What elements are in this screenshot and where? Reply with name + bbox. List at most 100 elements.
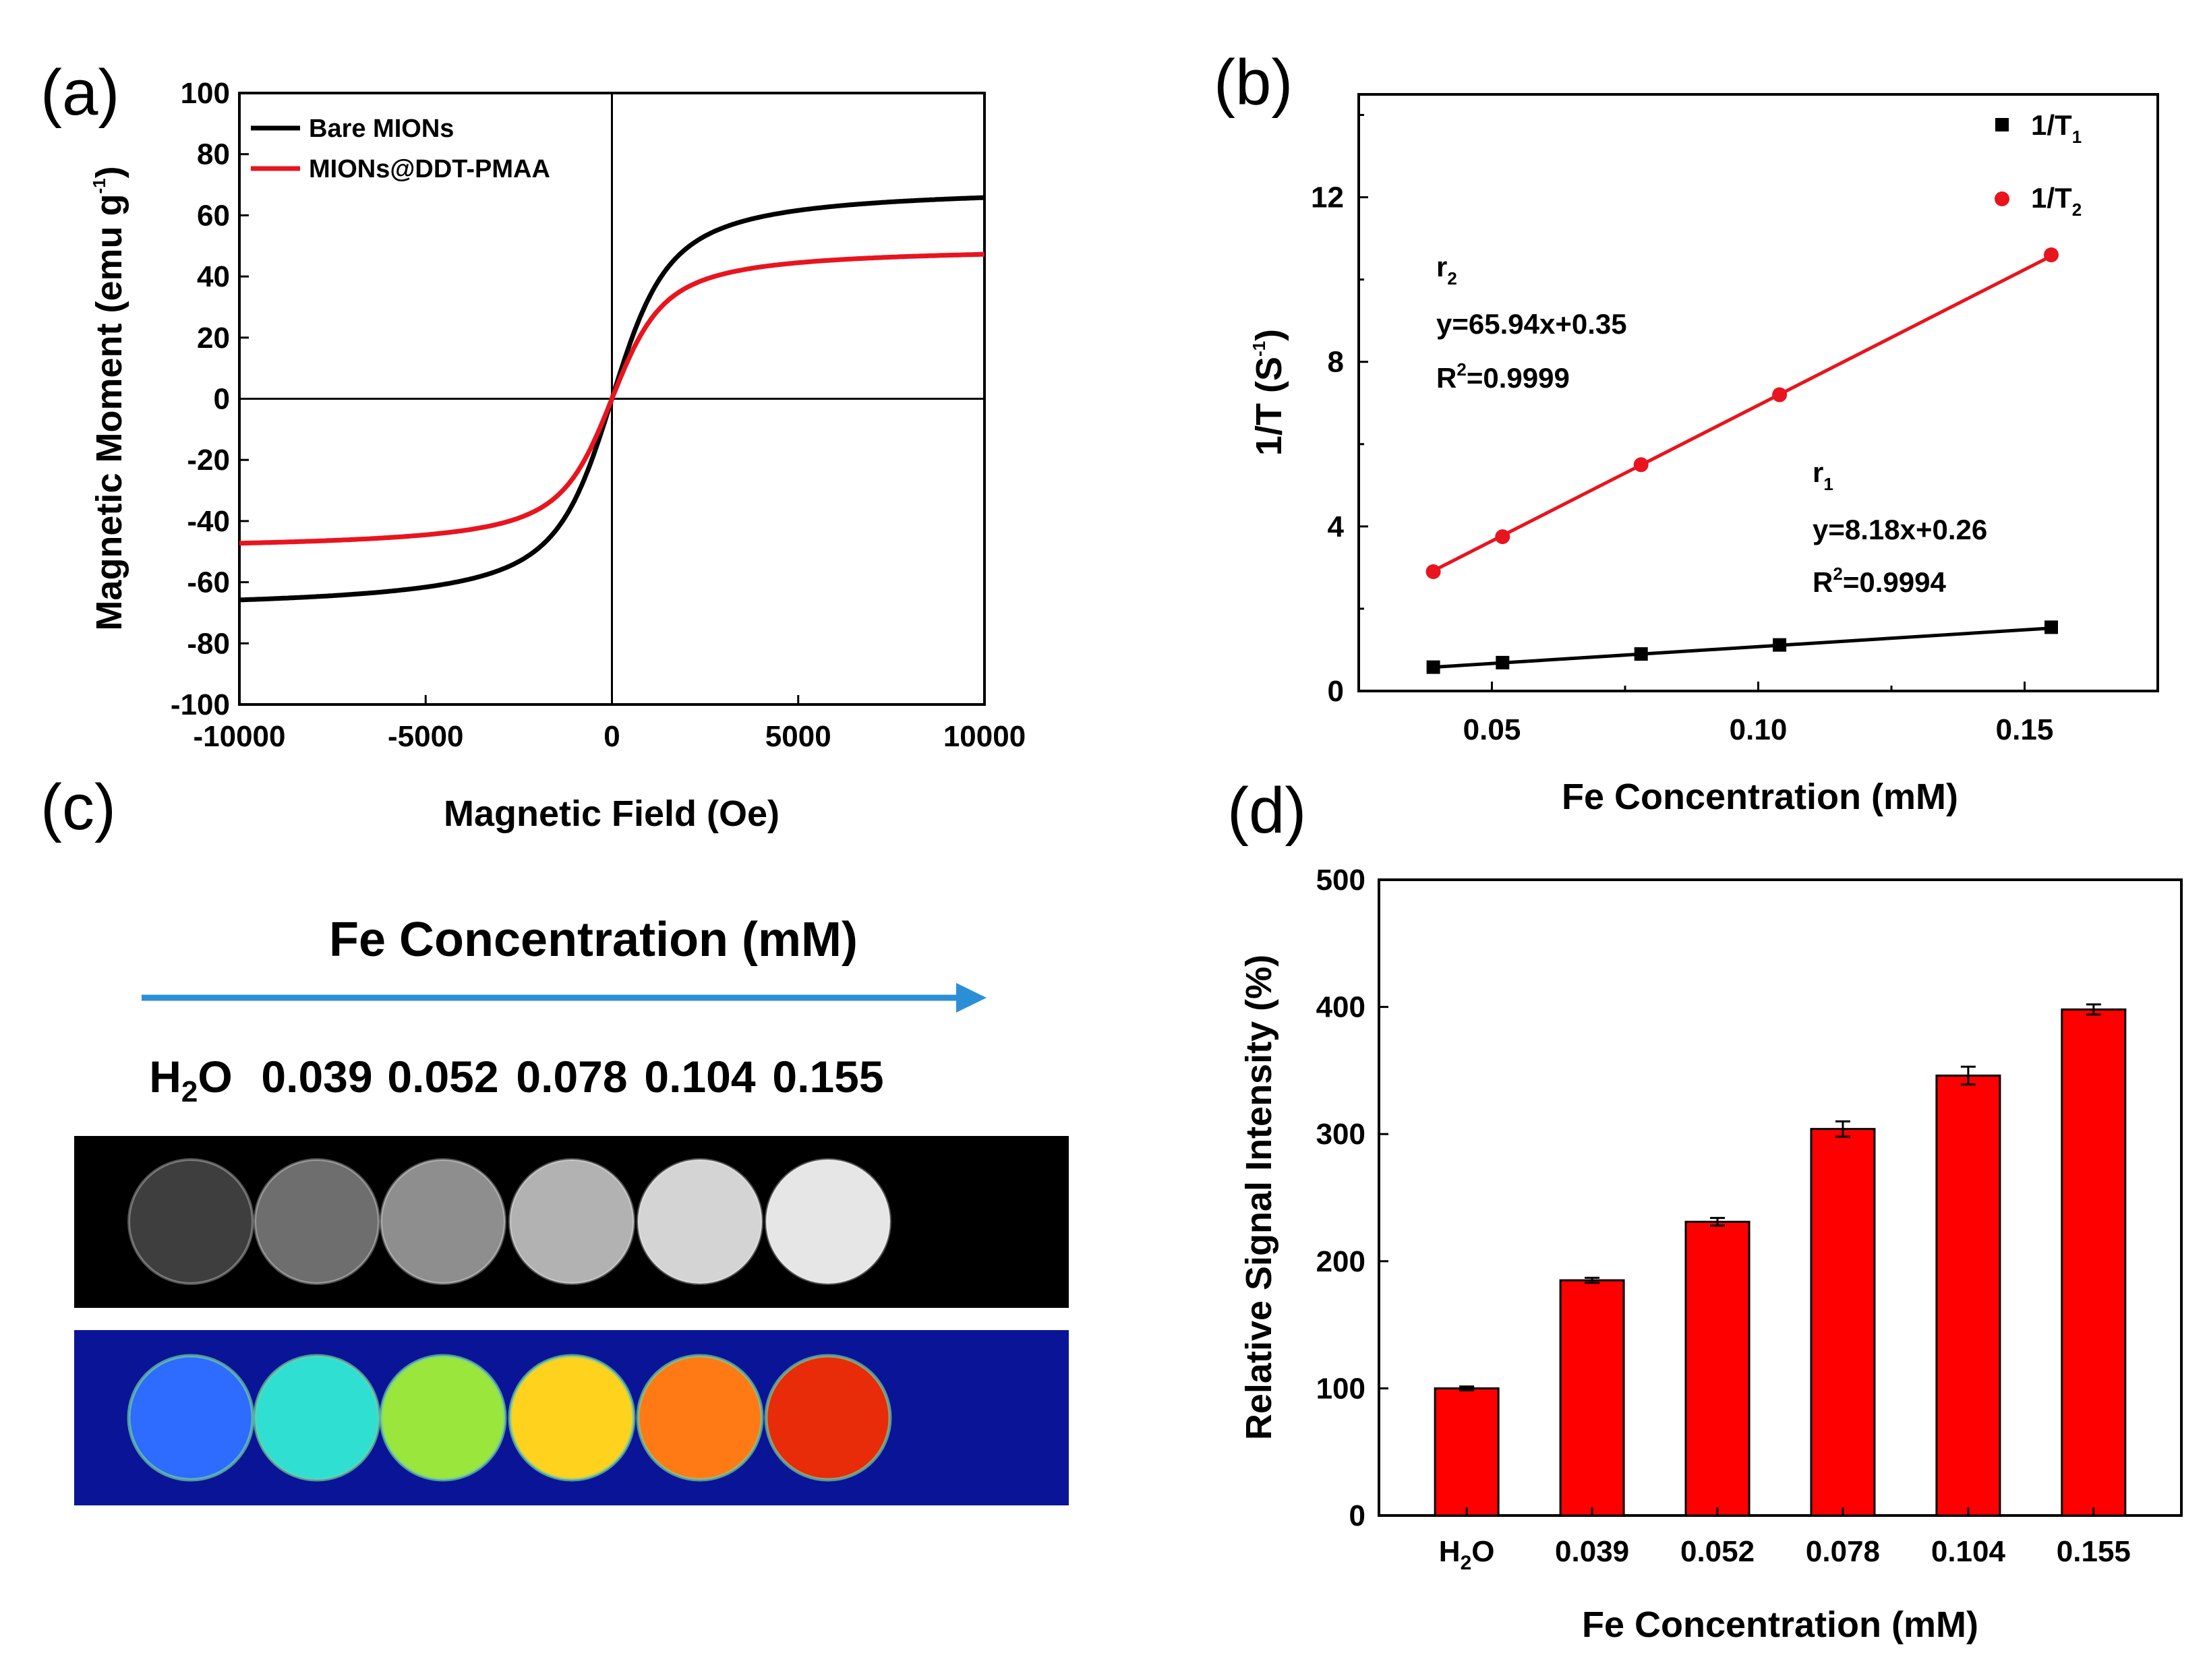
y-tick-label: 12 [1311,181,1344,214]
data-point-t1 [2044,620,2058,634]
x-tick-label-4: 0.078 [1806,1535,1880,1568]
legend-label-t2: 1/T2 [2031,182,2082,220]
chart-d-ylabel: Relative Signal Intensity (%) [1239,955,1279,1440]
legend-label-bare: Bare MIONs [309,115,454,143]
legend-label-coated: MIONs@DDT-PMAA [309,155,550,183]
bar-3 [1684,1220,1750,1517]
y-tick-label: 100 [181,77,230,110]
chart-d-frame [1378,878,2183,1517]
y-tick-label: -80 [187,627,230,660]
data-point-t2 [2044,247,2059,263]
chart-a-xlabel: Magnetic Field (Oe) [444,793,779,834]
data-point-t2 [1633,457,1649,473]
phantom-color-3 [379,1354,507,1482]
bar-4 [1810,1128,1876,1517]
y-tick-label: 0 [214,383,230,416]
x-tick-label-6: 0.155 [2057,1535,2131,1568]
bar-5 [1935,1074,2001,1517]
data-point-t2 [1495,529,1510,545]
panel-c-title: Fe Concentration (mM) [329,913,858,967]
chart-d-xlabel: Fe Concentration (mM) [1582,1604,1978,1645]
y-tick-label: 0 [1328,675,1344,708]
y-tick-label: 8 [1328,346,1344,379]
y-tick-label: -60 [187,566,230,599]
chart-a-ylabel: Magnetic Moment (emu g-1) [89,166,129,630]
legend-marker-t1 [1995,118,2009,131]
legend-label-t1: 1/T1 [2031,109,2082,147]
chart-b-annotation-r1: r1 y=8.18x+0.26 R2=0.9994 [1813,456,1987,598]
concentration-arrow-head [956,983,987,1013]
concentration-label: 0.155 [772,1052,883,1102]
data-point-t1 [1426,660,1440,674]
chart-b: 0 4 8 12 0.05 0.10 0.15 1/T1 1/T2 r2 y=65.94x+… [1249,93,2159,817]
concentration-label: 0.039 [261,1052,372,1102]
data-point-t1 [1634,647,1648,661]
y-tick-label: 400 [1316,991,1365,1024]
y-tick-label: 300 [1316,1118,1365,1151]
chart-b-ylabel: 1/T (S-1) [1249,329,1289,456]
panel-label-a: (a) [40,57,119,129]
bar-1 [1434,1387,1500,1517]
data-point-t1 [1496,655,1510,669]
phantom-gray-5 [637,1158,763,1285]
concentration-label: 0.078 [516,1052,627,1102]
x-tick-label-1: H2O [1439,1535,1495,1574]
bar-6 [2061,1008,2127,1517]
x-tick-label: 0 [604,720,620,753]
phantom-gray-6 [765,1158,891,1285]
x-tick-label-2: 0.039 [1555,1535,1629,1568]
y-tick-label: 4 [1328,510,1345,543]
chart-b-legend: 1/T1 1/T2 [1995,109,2082,220]
legend-marker-t2 [1995,191,2009,206]
y-tick-label: -40 [187,505,230,538]
annotation-r1-equation: y=8.18x+0.26 [1813,514,1987,545]
x-tick-label: 0.10 [1730,713,1788,746]
annotation-r2-label: r2 [1436,251,1457,289]
annotation-r1-rsq: R2=0.9994 [1813,564,1946,598]
x-tick-label: 5000 [765,720,831,753]
data-point-t2 [1772,387,1788,402]
panel-c-mri: Fe Concentration (mM) H2O 0.039 0.052 0.078… [74,913,1069,1505]
chart-b-annotation-r2: r2 y=65.94x+0.35 R2=0.9999 [1436,251,1627,394]
panel-label-d: (d) [1227,775,1306,847]
y-tick-label: 100 [1316,1372,1365,1405]
y-tick-label: 0 [1349,1499,1365,1532]
phantom-color-2 [253,1354,381,1482]
phantom-gray-1 [127,1158,254,1285]
x-tick-label-3: 0.052 [1680,1535,1755,1568]
annotation-r2-equation: y=65.94x+0.35 [1436,308,1627,340]
phantom-gray-2 [254,1158,380,1285]
y-tick-label: 20 [197,322,230,355]
fit-line-t2 [1432,254,2053,572]
annotation-r2-rsq: R2=0.9999 [1436,359,1570,394]
panel-label-c: (c) [40,771,116,843]
chart-b-xlabel: Fe Concentration (mM) [1562,777,1958,817]
y-tick-label: 500 [1316,864,1365,897]
annotation-r1-label: r1 [1813,456,1833,494]
x-tick-label: 0.05 [1463,713,1521,746]
y-tick-label: 60 [197,199,230,232]
y-tick-label: 80 [197,138,230,171]
phantom-color-5 [636,1354,764,1482]
series-line-mions-ddt-pmaa [239,251,985,546]
x-tick-label: 0.15 [1996,713,2054,746]
y-tick-label: -100 [171,688,230,721]
chart-a-legend: Bare MIONs MIONs@DDT-PMAA [251,115,550,183]
y-tick-label: 200 [1316,1245,1365,1278]
phantom-color-6 [764,1354,892,1482]
fit-line-t1 [1433,626,2052,669]
data-point-t2 [1425,564,1441,579]
x-tick-label: 10000 [943,720,1026,753]
y-tick-label: -20 [187,444,230,477]
x-tick-label-5: 0.104 [1931,1535,2006,1568]
bar-2 [1559,1279,1625,1517]
phantom-color-1 [127,1354,255,1482]
chart-a: -100 -80 -60 -40 -20 0 20 40 60 80 100 -10000 -5000 0… [89,77,1026,834]
concentration-label: 0.104 [644,1052,755,1102]
x-tick-label: -10000 [193,720,285,753]
concentration-label: 0.052 [387,1052,498,1102]
phantom-color-4 [508,1354,636,1482]
panel-label-b: (b) [1214,47,1293,119]
phantom-gray-4 [508,1158,635,1285]
